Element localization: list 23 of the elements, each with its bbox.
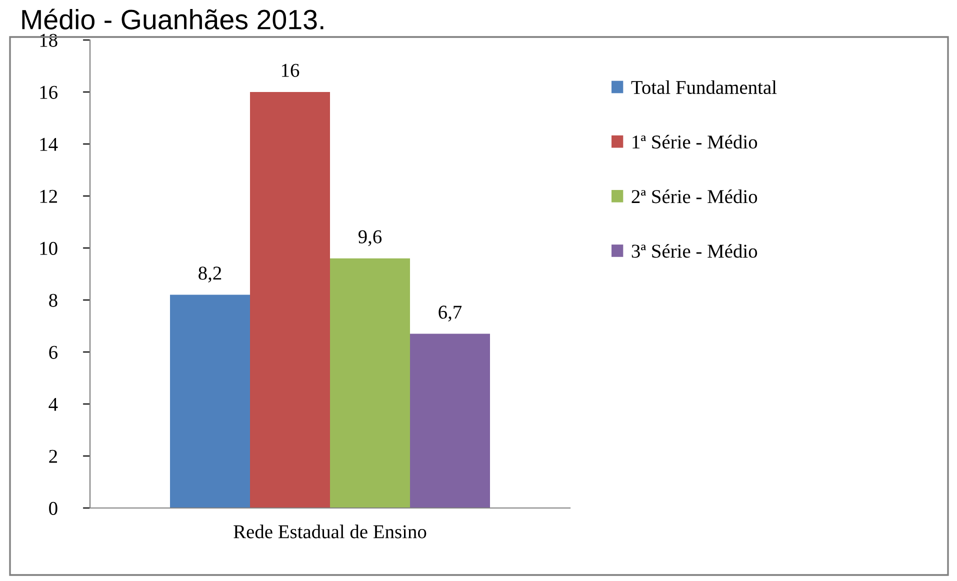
y-tick-label: 14 xyxy=(40,138,58,151)
y-tick-label: 8 xyxy=(49,294,58,307)
y-tick-label: 0 xyxy=(49,502,58,515)
y-tick-label: 2 xyxy=(49,450,57,463)
bar xyxy=(330,258,410,508)
x-tick-label: Rede Estadual de Ensino xyxy=(234,524,426,538)
bar xyxy=(170,294,250,508)
y-tick-label: 10 xyxy=(40,242,58,255)
legend-label: 2ª Série - Médio xyxy=(632,189,758,204)
y-tick-label: 4 xyxy=(48,398,58,411)
y-tick-label: 16 xyxy=(40,86,58,99)
legend-label: 1ª Série - Médio xyxy=(632,134,758,149)
bar xyxy=(410,334,490,508)
data-label: 8,2 xyxy=(198,266,222,283)
bar xyxy=(250,92,330,508)
data-label: 9,6 xyxy=(358,230,382,246)
legend-label: 3ª Série - Médio xyxy=(632,244,758,258)
chart-title: Médio - Guanhães 2013. xyxy=(22,8,324,30)
data-label: 16 xyxy=(282,64,300,77)
y-tick-label: 6 xyxy=(49,346,58,359)
legend-label: Total Fundamental xyxy=(631,80,777,94)
y-tick-label: 12 xyxy=(40,190,57,203)
data-label: 6,7 xyxy=(438,306,462,322)
